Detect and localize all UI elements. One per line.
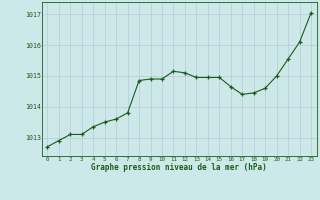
X-axis label: Graphe pression niveau de la mer (hPa): Graphe pression niveau de la mer (hPa) xyxy=(91,163,267,172)
